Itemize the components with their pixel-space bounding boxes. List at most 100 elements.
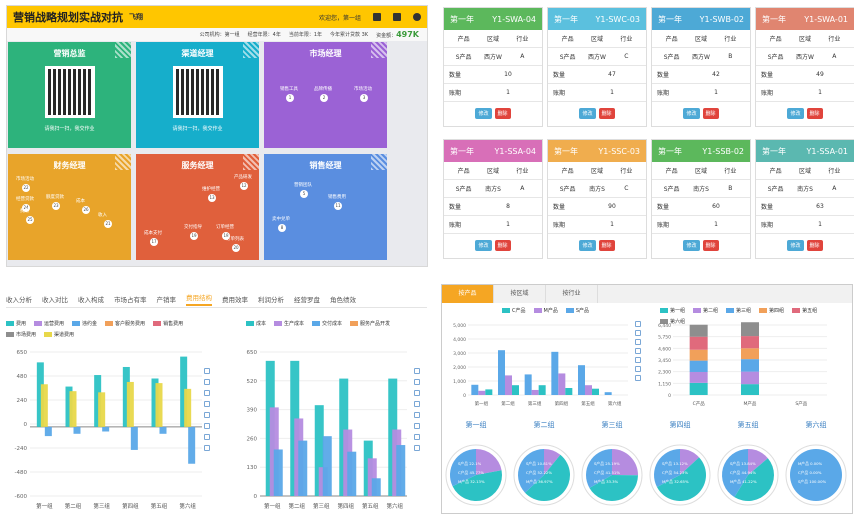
bar[interactable] [314,405,324,496]
flow-node[interactable]: 23 [52,202,60,210]
bar[interactable] [298,440,308,496]
role-tile[interactable]: 市场经理 1 销售工具 2 品牌传播 3 市场活动 [264,42,387,148]
bar[interactable] [485,389,493,395]
bar[interactable] [44,426,52,437]
flow-node[interactable]: 3 [360,94,368,102]
bar[interactable] [184,388,192,427]
bar[interactable] [347,451,357,496]
legend-item[interactable]: M产品 [533,307,558,314]
bar[interactable] [65,386,73,427]
edit-button[interactable]: 修改 [475,108,492,119]
save-image-icon[interactable] [635,375,641,381]
edit-button[interactable]: 修改 [579,240,596,251]
stack-segment[interactable] [689,382,708,395]
bar[interactable] [155,383,163,427]
bar[interactable] [578,365,585,395]
bar[interactable] [322,436,332,496]
flow-node[interactable]: 19 [190,232,198,240]
legend-item[interactable]: 第四组 [759,307,784,314]
refresh-icon[interactable] [635,366,641,372]
stack-segment[interactable] [741,336,759,349]
delete-button[interactable]: 删除 [702,240,719,251]
bar[interactable] [592,388,599,395]
flow-node[interactable]: 20 [232,244,240,252]
edit-button[interactable]: 修改 [579,108,596,119]
bar[interactable] [69,391,77,427]
legend-item[interactable]: 渠道费用 [44,331,74,338]
bar[interactable] [98,392,106,427]
stack-segment[interactable] [741,348,759,360]
role-tile[interactable]: 财务经理 22 市场活动 23 额度贷款 24 经营贷款 25 费用 26 成本 21 收入 [8,154,131,260]
save-image-icon[interactable] [414,445,420,451]
stack-segment[interactable] [689,336,708,350]
line-icon[interactable] [635,330,641,336]
pie-slice[interactable] [589,475,638,501]
pie-slice[interactable] [452,470,502,501]
zoom-icon[interactable] [414,368,420,374]
lock-icon[interactable] [393,13,401,21]
stack-icon[interactable] [635,348,641,354]
bar[interactable] [122,366,130,427]
role-tile[interactable]: 营销总监 请我扫一扫，我交作业 [8,42,131,148]
bar[interactable] [565,388,573,395]
bar[interactable] [73,426,81,434]
home-icon[interactable] [373,13,381,21]
stack-segment[interactable] [741,371,759,385]
legend-item[interactable]: 第六组 [660,318,685,325]
stack-segment[interactable] [689,371,708,383]
refresh-icon[interactable] [204,434,210,440]
bar[interactable] [126,381,134,427]
legend-item[interactable]: 违约金 [72,320,97,327]
analysis-tab[interactable]: 产销率 [156,295,177,304]
pie-slice[interactable] [748,449,768,475]
market-tab[interactable]: 按产品 [442,285,494,303]
flow-node[interactable]: 13 [208,194,216,202]
restore-icon[interactable] [414,379,420,385]
delete-button[interactable]: 删除 [598,108,615,119]
bar[interactable] [604,392,612,395]
bar[interactable] [471,384,479,395]
analysis-tab[interactable]: 角色绩效 [330,295,356,304]
delete-button[interactable]: 删除 [806,240,823,251]
bar[interactable] [102,426,110,432]
pie-slice[interactable] [525,454,570,501]
edit-button[interactable]: 修改 [787,240,804,251]
delete-button[interactable]: 删除 [494,108,511,119]
pie-slice[interactable] [654,449,680,488]
line-icon[interactable] [204,390,210,396]
pie-slice[interactable] [656,457,706,501]
analysis-tab[interactable]: 费用结构 [186,292,212,306]
bar[interactable] [36,362,44,427]
role-tile[interactable]: 渠道经理 请我扫一扫，我交作业 [136,42,259,148]
pie-slice[interactable] [450,449,476,487]
pie-slice[interactable] [544,449,561,475]
stack-segment[interactable] [741,384,759,395]
role-tile[interactable]: 销售经理 5 营销团队 11 销售费用 8 卖中兑单 [264,154,387,260]
pie-slice[interactable] [476,449,502,475]
edit-button[interactable]: 修改 [787,108,804,119]
bar[interactable] [180,356,188,427]
edit-button[interactable]: 修改 [683,240,700,251]
stack-segment[interactable] [689,360,708,372]
restore-icon[interactable] [204,379,210,385]
legend-item[interactable]: 费用 [6,320,26,327]
stack-icon[interactable] [204,412,210,418]
bar[interactable] [367,458,377,496]
data-view-icon[interactable] [635,357,641,363]
analysis-tab[interactable]: 经营罗盘 [294,295,320,304]
legend-item[interactable]: 交付成本 [312,320,342,327]
stack-segment[interactable] [689,349,708,361]
flow-node[interactable]: 2 [320,94,328,102]
flow-node[interactable]: 22 [22,184,30,192]
bar[interactable] [558,373,566,395]
legend-item[interactable]: 第三组 [726,307,751,314]
bar[interactable] [505,375,512,395]
bar[interactable] [188,426,196,464]
legend-item[interactable]: 市场费用 [6,331,36,338]
pie-slice[interactable] [612,449,638,476]
bar[interactable] [396,445,406,496]
pie-slice[interactable] [734,458,774,502]
bar-icon[interactable] [414,401,420,407]
delete-button[interactable]: 删除 [598,240,615,251]
flow-node[interactable]: 12 [240,182,248,190]
